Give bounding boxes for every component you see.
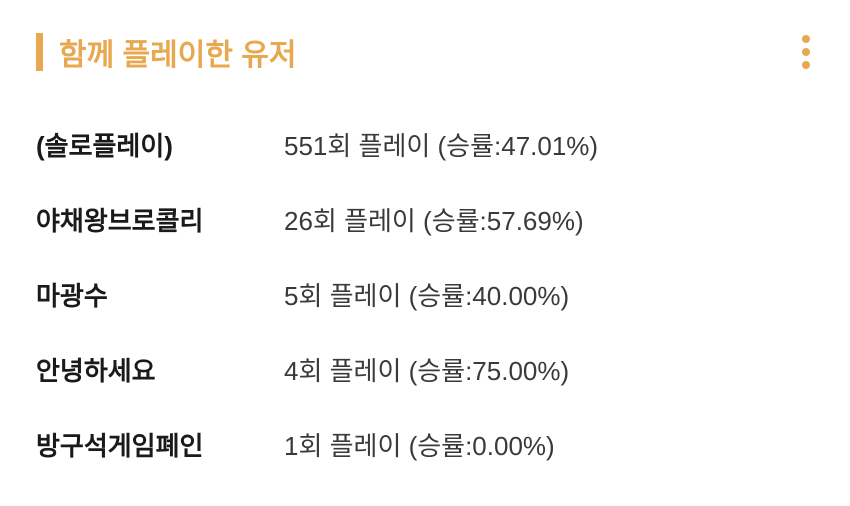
player-list: (솔로플레이) 551회 플레이 (승률:47.01%) 야채왕브로콜리 26회…	[36, 126, 814, 463]
list-item[interactable]: (솔로플레이) 551회 플레이 (승률:47.01%)	[36, 126, 814, 163]
list-item[interactable]: 야채왕브로콜리 26회 플레이 (승률:57.69%)	[36, 201, 814, 238]
played-together-panel: 함께 플레이한 유저 (솔로플레이) 551회 플레이 (승률:47.01%) …	[0, 0, 850, 493]
list-item[interactable]: 안녕하세요 4회 플레이 (승률:75.00%)	[36, 351, 814, 388]
player-stats: 5회 플레이 (승률:40.00%)	[284, 276, 569, 313]
player-stats: 551회 플레이 (승률:47.01%)	[284, 126, 598, 163]
player-name: 야채왕브로콜리	[36, 201, 284, 238]
player-stats: 1회 플레이 (승률:0.00%)	[284, 426, 555, 463]
title-wrap: 함께 플레이한 유저	[36, 30, 296, 74]
accent-bar	[36, 33, 43, 71]
player-stats: 4회 플레이 (승률:75.00%)	[284, 351, 569, 388]
section-header: 함께 플레이한 유저	[36, 30, 814, 74]
player-name: 안녕하세요	[36, 351, 284, 388]
more-menu-icon[interactable]	[798, 31, 814, 73]
list-item[interactable]: 방구석게임폐인 1회 플레이 (승률:0.00%)	[36, 426, 814, 463]
player-name: 방구석게임폐인	[36, 426, 284, 463]
player-name: (솔로플레이)	[36, 126, 284, 163]
list-item[interactable]: 마광수 5회 플레이 (승률:40.00%)	[36, 276, 814, 313]
section-title: 함께 플레이한 유저	[59, 30, 296, 74]
player-stats: 26회 플레이 (승률:57.69%)	[284, 201, 584, 238]
player-name: 마광수	[36, 276, 284, 313]
